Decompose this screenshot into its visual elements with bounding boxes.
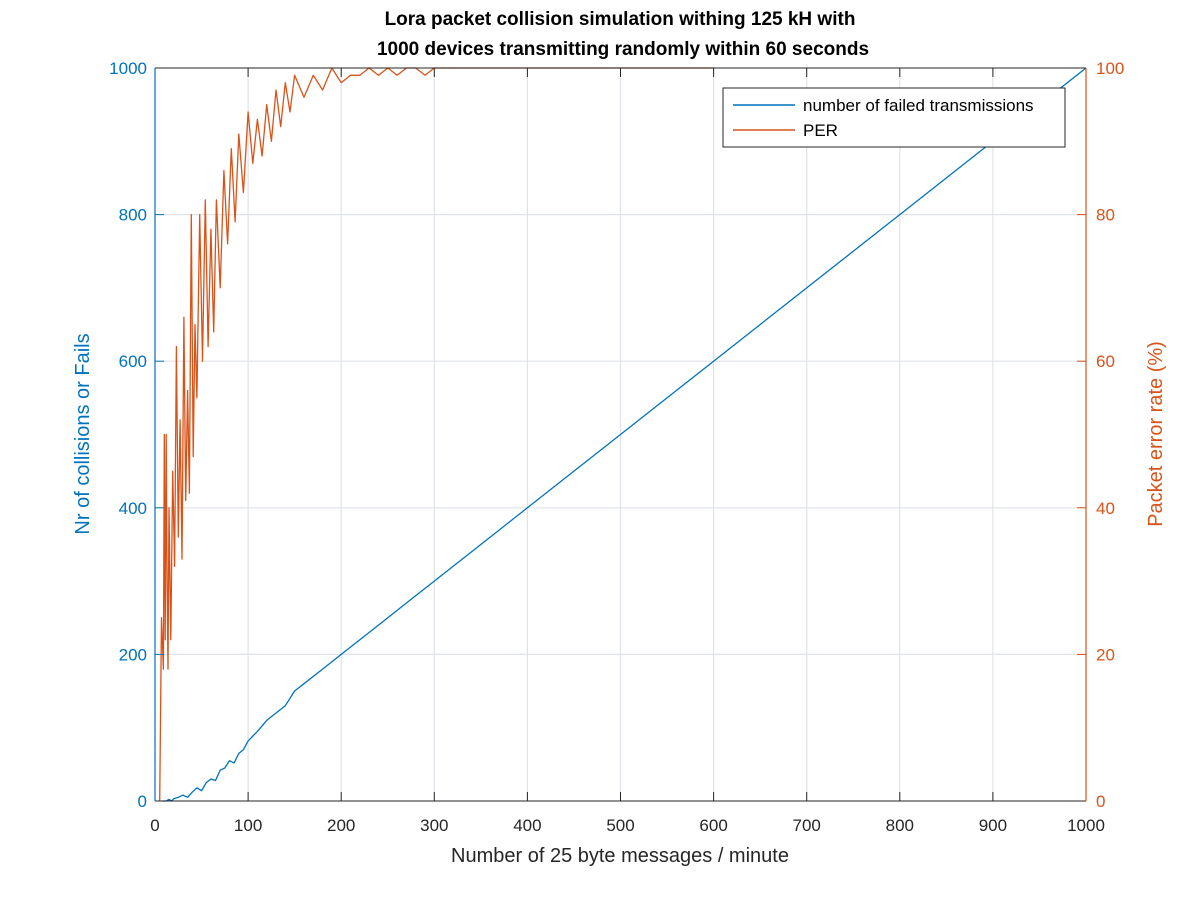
y-right-tick-label: 100 [1096, 59, 1124, 78]
chart-title-line-2: 1000 devices transmitting randomly withi… [377, 39, 869, 60]
x-tick-label: 500 [606, 816, 634, 835]
tick-labels: 0 100 200 300 400 500 600 700 800 900 100002004006… [109, 59, 1124, 835]
grid-lines [155, 68, 1086, 801]
x-tick-label: 0 [150, 816, 159, 835]
x-tick-label: 200 [327, 816, 355, 835]
legend-label-per: PER [803, 121, 838, 140]
x-tick-label: 900 [979, 816, 1007, 835]
y-right-tick-label: 80 [1096, 206, 1115, 225]
x-tick-label: 800 [886, 816, 914, 835]
legend: number of failed transmissions PER [722, 87, 1066, 148]
y-left-tick-label: 0 [138, 792, 147, 811]
chart-title-line-1: Lora packet collision simulation withing… [385, 9, 856, 30]
y-right-tick-label: 20 [1096, 645, 1115, 664]
axes [154, 67, 1087, 802]
x-tick-label: 100 [234, 816, 262, 835]
x-axis-label: Number of 25 byte messages / minute [451, 845, 789, 867]
y-axis-right-label: Packet error rate (%) [1145, 341, 1167, 527]
x-tick-label: 700 [793, 816, 821, 835]
x-tick-label: 400 [513, 816, 541, 835]
y-left-tick-label: 1000 [109, 59, 147, 78]
x-tick-label: 600 [699, 816, 727, 835]
y-left-tick-label: 200 [119, 645, 147, 664]
legend-label-failed: number of failed transmissions [803, 96, 1034, 115]
y-right-tick-label: 60 [1096, 352, 1115, 371]
x-tick-label: 300 [420, 816, 448, 835]
y-left-tick-label: 400 [119, 499, 147, 518]
legend-box [722, 87, 1066, 148]
y-right-tick-label: 40 [1096, 499, 1115, 518]
x-tick-label: 1000 [1067, 816, 1105, 835]
series-line-failed-transmissions [162, 67, 1087, 802]
y-left-tick-label: 600 [119, 352, 147, 371]
y-left-tick-label: 800 [119, 206, 147, 225]
y-right-tick-label: 0 [1096, 792, 1105, 811]
y-axis-left-label: Nr of collisions or Fails [72, 333, 94, 534]
